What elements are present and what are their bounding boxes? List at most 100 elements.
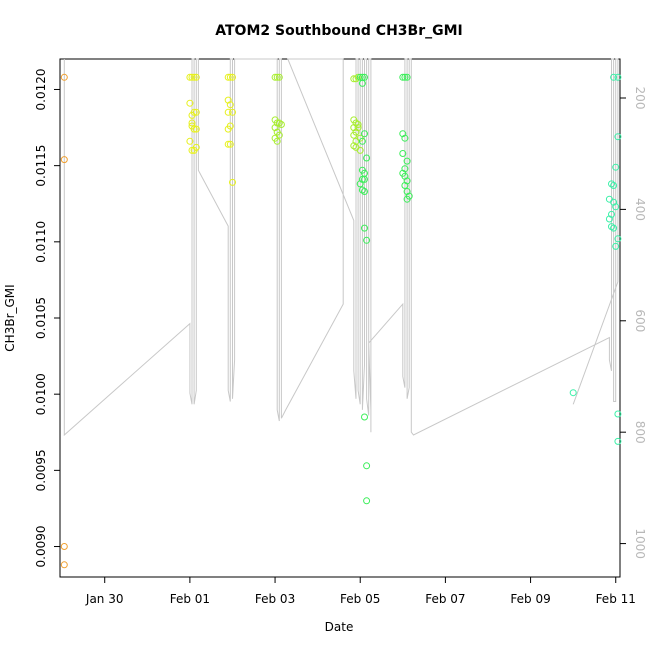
plot-frame [59, 58, 621, 578]
x-tick-label-5: Feb 09 [510, 592, 550, 606]
y-axis: 0.0090 0.0095 0.0100 0.0105 0.0110 0.0115 0.01… [34, 69, 60, 568]
data-point-yellow-20 [226, 101, 234, 109]
data-point-green-6 [363, 154, 371, 162]
data-point-ygreen-1 [273, 73, 281, 81]
data-point-orange-2 [60, 543, 68, 550]
data-point-ygreen-2 [275, 73, 283, 81]
profile-line [63, 58, 619, 437]
data-point-teal-15 [612, 242, 620, 250]
y-tick-label-2: 0.0100 [34, 373, 48, 415]
data-point-teal-17 [614, 437, 622, 445]
data-point-green-25 [403, 157, 411, 165]
data-point-yellow-27 [229, 178, 236, 186]
data-point-green-13 [361, 188, 368, 195]
data-point-green-17 [363, 462, 371, 470]
data-point-yellow-9 [190, 125, 198, 133]
y-tick-label-6: 0.0120 [34, 69, 48, 111]
data-points [60, 73, 622, 569]
data-point-ygreen-11 [273, 137, 281, 145]
data-point-green-2 [361, 73, 368, 81]
data-point-green-18 [363, 497, 371, 505]
data-point-ygreen-6 [277, 121, 285, 128]
x-tick-label-3: Feb 05 [340, 592, 380, 606]
x-tick-label-0: Jan 30 [85, 592, 124, 606]
data-point-teal-12 [608, 223, 615, 231]
data-point-green-23 [401, 134, 409, 142]
right-tick-label-2: 600 [633, 309, 647, 332]
data-point-ygreen-24 [350, 142, 358, 150]
data-point-green-24 [399, 150, 407, 157]
data-point-ygreen-13 [352, 75, 360, 83]
data-point-green-22 [399, 130, 407, 138]
profile-polyline [63, 58, 619, 437]
y-tick-label-1: 0.0095 [34, 449, 48, 491]
data-point-teal-2 [614, 73, 622, 81]
data-point-yellow-6 [190, 108, 198, 116]
data-point-teal-9 [612, 203, 620, 211]
data-point-yellow-17 [226, 73, 234, 81]
data-point-green-33 [403, 195, 411, 203]
x-tick-label-2: Feb 03 [255, 592, 295, 606]
x-axis: Jan 30 Feb 01 Feb 03 Feb 05 Feb 07 Feb 09 Feb … [85, 577, 636, 606]
data-point-green-21 [403, 73, 411, 81]
data-point-ygreen-20 [354, 124, 362, 132]
data-point-yellow-18 [229, 73, 236, 81]
data-point-green-4 [361, 130, 368, 138]
data-point-teal-3 [614, 133, 622, 141]
data-point-yellow-21 [229, 108, 236, 116]
data-point-ygreen-7 [271, 124, 279, 132]
data-point-ygreen-21 [350, 131, 358, 139]
data-point-teal-16 [614, 410, 622, 418]
data-point-orange-1 [60, 156, 68, 164]
data-point-green-15 [363, 236, 371, 244]
data-point-yellow-7 [192, 108, 200, 116]
data-point-ygreen-26 [356, 146, 364, 154]
data-point-green-0 [356, 73, 364, 81]
data-point-orange-0 [60, 73, 68, 81]
data-point-teal-5 [608, 180, 615, 188]
data-point-yellow-11 [186, 137, 194, 145]
data-point-yellow-3 [192, 73, 200, 81]
y-axis-label: CH3Br_GMI [3, 284, 17, 351]
data-point-teal-11 [605, 215, 613, 223]
data-point-yellow-4 [186, 99, 194, 107]
data-point-teal-13 [610, 224, 618, 232]
data-point-teal-4 [612, 163, 620, 171]
data-point-orange-3 [60, 561, 68, 569]
right-tick-label-3: 800 [633, 421, 647, 444]
data-point-teal-14 [614, 235, 622, 243]
data-point-yellow-1 [188, 73, 196, 81]
data-point-green-30 [401, 182, 409, 189]
data-point-green-11 [356, 180, 364, 188]
right-tick-label-1: 400 [633, 198, 647, 221]
right-tick-label-0: 200 [633, 87, 647, 110]
data-point-teal-0 [569, 389, 577, 397]
data-point-green-3 [358, 79, 366, 87]
x-axis-label: Date [325, 620, 354, 634]
data-point-yellow-26 [226, 140, 234, 148]
y-tick-label-5: 0.0115 [34, 145, 48, 187]
chart-title: ATOM2 Southbound CH3Br_GMI [215, 23, 462, 39]
data-point-ygreen-5 [275, 119, 283, 127]
data-point-yellow-15 [188, 119, 196, 127]
data-point-green-14 [361, 224, 368, 232]
data-point-teal-1 [610, 73, 618, 81]
data-point-green-19 [399, 73, 407, 81]
data-point-yellow-2 [190, 73, 198, 81]
data-point-yellow-10 [192, 125, 200, 133]
data-point-green-20 [401, 73, 409, 81]
x-tick-label-1: Feb 01 [170, 592, 210, 606]
data-point-ygreen-0 [271, 73, 279, 81]
data-point-green-5 [358, 137, 366, 145]
y-tick-label-0: 0.0090 [34, 526, 48, 568]
data-point-yellow-24 [224, 125, 232, 133]
data-point-teal-6 [610, 182, 618, 189]
data-point-green-12 [358, 186, 366, 194]
right-tick-label-4: 1000 [633, 528, 647, 559]
x-tick-label-6: Feb 11 [596, 592, 636, 606]
y-tick-label-3: 0.0105 [34, 297, 48, 339]
data-point-yellow-25 [224, 140, 232, 148]
right-axis: 200 400 600 800 1000 [620, 87, 647, 559]
data-point-ygreen-12 [350, 75, 358, 83]
